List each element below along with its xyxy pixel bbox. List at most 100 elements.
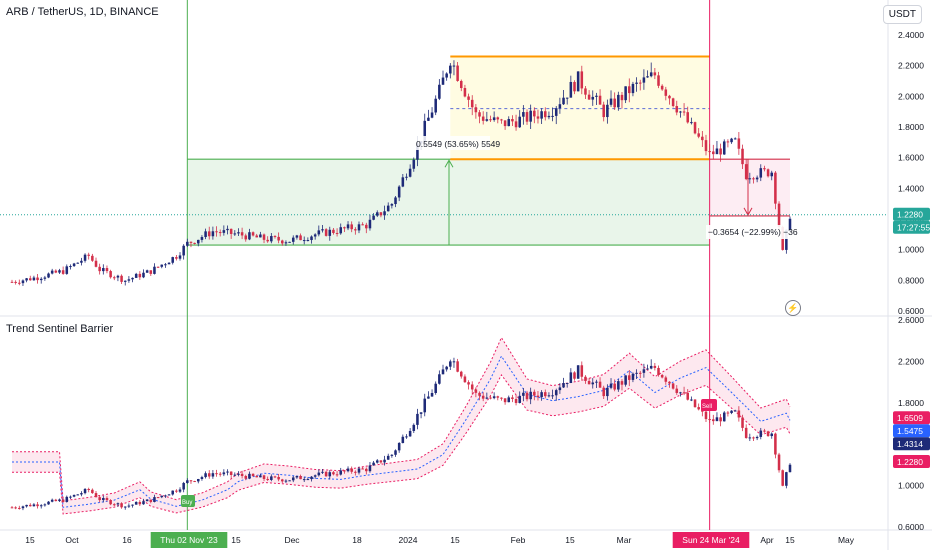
indicator-candle xyxy=(412,424,416,431)
indicator-candle xyxy=(291,477,295,481)
lightning-icon[interactable]: ⚡ xyxy=(785,300,801,316)
time-axis-label: 2024 xyxy=(399,535,418,545)
indicator-candle xyxy=(98,497,101,501)
price-candle xyxy=(635,82,638,84)
indicator-candle xyxy=(397,443,401,451)
indicator-upper-band xyxy=(12,336,791,502)
indicator-candle xyxy=(514,398,518,403)
indicator-candle xyxy=(737,410,741,418)
indicator-candle xyxy=(492,396,496,399)
price-tick-label: 1.6000 xyxy=(898,153,924,163)
indicator-candle xyxy=(112,504,116,506)
price-candle xyxy=(770,172,774,177)
price-candle xyxy=(467,96,470,100)
price-candle xyxy=(565,97,569,99)
indicator-candle xyxy=(36,504,39,507)
price-candle xyxy=(197,239,200,244)
indicator-candle xyxy=(299,475,302,480)
indicator-candle xyxy=(675,388,679,393)
price-candle xyxy=(690,122,693,124)
indicator-candle xyxy=(456,361,459,372)
price-candle xyxy=(131,277,134,280)
time-axis-label: 18 xyxy=(352,535,362,545)
indicator-candle xyxy=(500,397,503,399)
indicator-candle xyxy=(383,459,386,463)
indicator-band-fill xyxy=(12,337,790,514)
price-candle xyxy=(72,263,76,267)
price-candle xyxy=(774,172,777,204)
indicator-candle xyxy=(573,372,576,379)
price-candle xyxy=(587,94,591,100)
price-candle xyxy=(536,116,540,119)
price-candle xyxy=(109,271,112,278)
price-candle xyxy=(631,83,635,94)
price-candle xyxy=(628,86,631,94)
time-axis-label: Dec xyxy=(284,535,300,545)
currency-button[interactable]: USDT xyxy=(882,5,922,24)
indicator-candle xyxy=(39,505,43,507)
indicator-candle xyxy=(149,499,153,502)
indicator-candle xyxy=(211,473,215,477)
price-candle xyxy=(339,227,343,234)
price-candle xyxy=(646,76,649,78)
indicator-candle xyxy=(310,476,313,480)
indicator-candle xyxy=(50,499,54,502)
price-candle xyxy=(153,266,156,274)
indicator-candle xyxy=(759,430,763,437)
price-candle xyxy=(638,82,642,84)
indicator-candle xyxy=(693,399,697,408)
price-candle xyxy=(522,112,525,117)
indicator-candle xyxy=(131,504,134,506)
indicator-lower-band xyxy=(12,373,791,515)
price-candle xyxy=(281,240,284,244)
price-candle xyxy=(525,112,529,122)
long-measure-label: 0.5549 (53.65%) 5549 xyxy=(416,139,500,149)
indicator-candle xyxy=(189,480,193,482)
indicator-candle xyxy=(302,479,306,481)
indicator-candle xyxy=(164,495,167,497)
indicator-candle xyxy=(774,433,777,455)
indicator-candle xyxy=(160,495,164,498)
price-candle xyxy=(445,73,448,78)
indicator-candle xyxy=(25,504,28,507)
indicator-candle xyxy=(21,506,25,509)
price-tick-label: 0.6000 xyxy=(898,306,924,316)
indicator-candle xyxy=(748,437,752,439)
time-marker-label: Thu 02 Nov '23 xyxy=(160,535,218,545)
price-candle xyxy=(726,141,730,143)
indicator-candle xyxy=(609,383,613,388)
indicator-candle xyxy=(255,476,258,478)
price-candle xyxy=(547,115,551,118)
time-marker-bg xyxy=(672,532,750,548)
indicator-candle xyxy=(361,468,364,470)
price-candle xyxy=(10,281,14,283)
price-candle xyxy=(489,119,492,121)
indicator-badge-2: 1.5475 xyxy=(897,426,923,436)
price-candle xyxy=(434,98,437,113)
indicator-candle xyxy=(445,366,448,370)
indicator-candle xyxy=(416,413,419,425)
indicator-candle xyxy=(459,371,463,377)
price-candle xyxy=(449,65,452,74)
indicator-candle xyxy=(525,392,529,400)
price-candle xyxy=(357,224,361,231)
indicator-tick-label: 1.0000 xyxy=(898,481,924,491)
price-candle xyxy=(412,159,416,169)
indicator-candle xyxy=(690,399,693,401)
indicator-candle xyxy=(576,365,580,379)
price-candle xyxy=(321,229,324,231)
price-candle xyxy=(354,229,357,231)
indicator-candle xyxy=(788,464,792,473)
price-candle xyxy=(39,278,43,281)
indicator-candle xyxy=(175,490,178,492)
indicator-candle xyxy=(116,503,120,505)
price-candle xyxy=(722,141,726,155)
indicator-candle xyxy=(28,504,32,507)
time-axis-label: 15 xyxy=(785,535,795,545)
indicator-candle xyxy=(379,460,383,463)
indicator-candle xyxy=(660,374,664,378)
indicator-candle xyxy=(617,381,620,390)
price-candle xyxy=(207,231,211,237)
price-candle xyxy=(291,237,295,242)
